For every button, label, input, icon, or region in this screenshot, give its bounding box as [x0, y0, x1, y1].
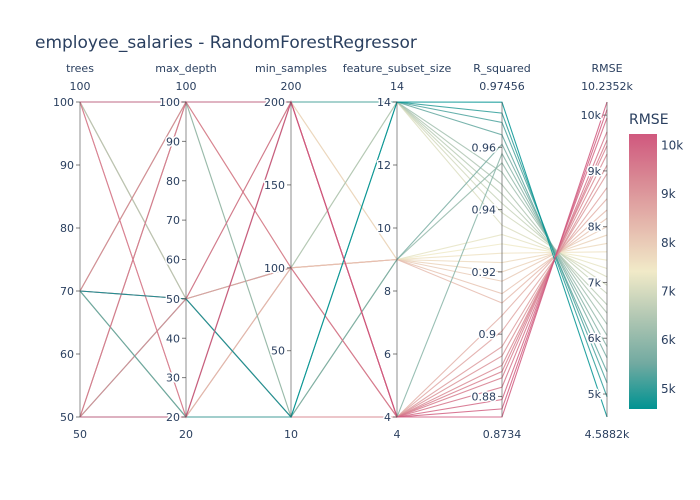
axis-tick-label: 100: [264, 262, 285, 275]
axis-min_samples[interactable]: min_samples 200 10 50 100 150 200: [255, 62, 327, 441]
axis-range-min: 20: [179, 428, 193, 441]
axis-tick-label: 5k: [588, 388, 602, 401]
colorbar-tick-label: 5k: [661, 382, 676, 396]
axis-range-max: 100: [70, 80, 91, 93]
series-line-run-24: [79, 101, 608, 314]
axis-range-max: 10.2352k: [581, 80, 633, 93]
axis-RMSE[interactable]: RMSE 10.2352k 4.5882k 5k 6k 7k 8k 9k 10k: [579, 62, 634, 441]
axis-tick-label: 60: [166, 254, 180, 267]
axis-tick-label: 12: [377, 159, 391, 172]
axis-tick-label: 9k: [588, 165, 602, 178]
axis-range-min: 4: [394, 428, 401, 441]
colorbar-title: RMSE: [629, 112, 669, 128]
axis-tick-label: 70: [60, 285, 74, 298]
axis-tick-label: 150: [264, 179, 285, 192]
axis-feature_subset_size[interactable]: feature_subset_size 14 44 6 8 10 12 14: [343, 62, 452, 441]
axis-tick-label: 20: [166, 411, 180, 424]
axis-tick-label: 0.96: [472, 141, 497, 154]
axis-range-max: 100: [176, 80, 197, 93]
axis-tick-label: 0.94: [472, 204, 497, 217]
axis-tick-label: 6: [384, 348, 391, 361]
axis-tick-label: 40: [166, 332, 180, 345]
axis-tick-label: 50: [60, 411, 74, 424]
axis-tick-label: 14: [377, 96, 391, 109]
axis-range-min: 4.5882k: [585, 428, 630, 441]
axis-title: max_depth: [155, 62, 217, 75]
axis-tick-label: 8: [384, 285, 391, 298]
colorbar-tick-label: 8k: [661, 236, 676, 250]
axis-title: min_samples: [255, 62, 327, 75]
axis-range-max: 200: [281, 80, 302, 93]
axis-tick-label: 70: [166, 214, 180, 227]
axis-tick-label: 100: [159, 96, 180, 109]
colorbar-ticks: 5k 6k 7k 8k 9k 10k: [661, 138, 683, 395]
series-line-run-01: [80, 100, 608, 418]
axis-title: R_squared: [473, 62, 531, 75]
axis-trees[interactable]: trees 100 50 50 60 70 80 90 100: [52, 62, 95, 441]
axis-title: trees: [66, 62, 94, 75]
chart-title: employee_salaries - RandomForestRegresso…: [35, 33, 417, 53]
axis-tick-label: 80: [166, 175, 180, 188]
colorbar-tick-label: 7k: [661, 285, 676, 299]
colorbar-tick-label: 9k: [661, 187, 676, 201]
axis-tick-label: 50: [271, 345, 285, 358]
axis-tick-label: 0.9: [479, 328, 497, 341]
axis-tick-label: 7k: [588, 276, 602, 289]
colorbar-tick-label: 10k: [661, 138, 683, 152]
axis-tick-label: 80: [60, 222, 74, 235]
axis-tick-label: 50: [166, 293, 180, 306]
axis-tick-label: 10k: [581, 109, 602, 122]
axis-range-max: 0.97456: [479, 80, 525, 93]
axis-range-min: 0.8734: [483, 428, 522, 441]
axis-tick-label: 6k: [588, 332, 602, 345]
axis-tick-label: 60: [60, 348, 74, 361]
axis-tick-label: 0.88: [472, 390, 497, 403]
axis-title: RMSE: [591, 62, 622, 75]
axis-range-max: 14: [390, 80, 404, 93]
axis-tick-label: 8k: [588, 221, 602, 234]
colorbar-gradient: [629, 134, 657, 409]
series-line-run-04: [79, 100, 608, 418]
axis-tick-label: 100: [53, 96, 74, 109]
axis-title: feature_subset_size: [343, 62, 452, 75]
axis-tick-label: 30: [166, 372, 180, 385]
axis-tick-label: 90: [166, 135, 180, 148]
axis-tick-label: 0.92: [472, 266, 497, 279]
axes: trees 100 50 50 60 70 80 90 100 max_depth 100 20 20 3…: [52, 62, 634, 441]
series-line-run-12: [79, 101, 608, 304]
axis-range-min: 50: [73, 428, 87, 441]
axis-tick-label: 4: [384, 411, 391, 424]
axis-tick-label: 200: [264, 96, 285, 109]
data-lines: [79, 100, 608, 419]
series-line-run-07: [79, 153, 608, 418]
colorbar: RMSE 5k 6k 7k 8k 9k 10k: [629, 112, 683, 409]
axis-tick-label: 90: [60, 159, 74, 172]
axis-range-min: 10: [284, 428, 298, 441]
series-line-run-23: [79, 101, 608, 306]
axis-R_squared[interactable]: R_squared 0.97456 0.8734 0.88 0.9 0.92 0.94 0.9…: [470, 62, 531, 441]
axis-tick-label: 10: [377, 222, 391, 235]
axis-max_depth[interactable]: max_depth 100 20 20 30 40 50 60 70 80 90 100: [155, 62, 217, 441]
colorbar-tick-label: 6k: [661, 333, 676, 347]
